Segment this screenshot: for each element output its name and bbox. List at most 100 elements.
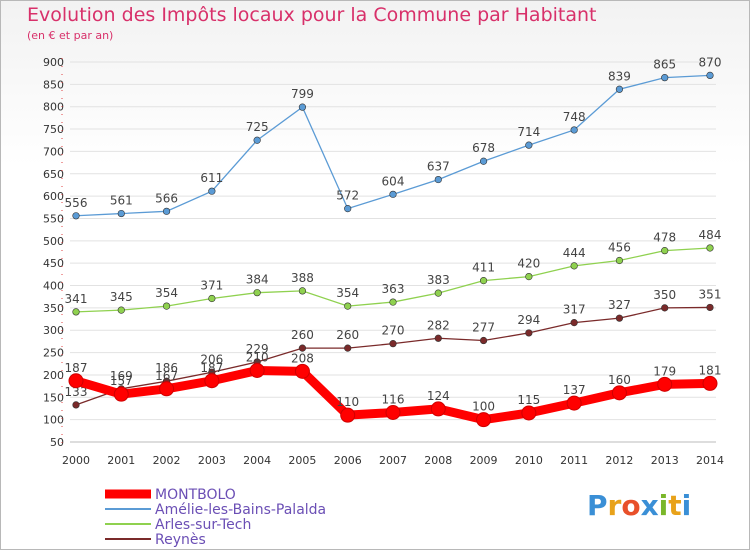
data-point [298, 344, 307, 352]
series-Amélie-les-Bains-Palalda: 556 561 566 611 725 799 572 604 637 678 714 748 839 8… [65, 55, 722, 220]
y-tick-label: 50 [50, 436, 64, 449]
data-label: 444 [563, 246, 586, 260]
data-label: 411 [472, 261, 495, 275]
y-tick-label: 550 [43, 212, 64, 225]
data-point [344, 302, 352, 310]
data-label: 799 [291, 87, 314, 101]
series-MONTBOLO: 187 157 167 187 210 208 110 116 124 100 115 137 160 1… [65, 350, 721, 428]
data-label: 351 [699, 287, 722, 301]
y-tick-label: 200 [43, 369, 64, 382]
data-label: 388 [291, 271, 314, 285]
data-label: 384 [246, 273, 269, 287]
y-tick-label: 150 [43, 391, 64, 404]
data-label: 478 [653, 231, 676, 245]
data-label: 187 [65, 361, 88, 375]
x-tick-label: 2010 [515, 454, 543, 467]
axes: 50 100 150 200 250 300 350 400 450 500 550 600 650 70… [43, 56, 724, 467]
x-tick-label: 2002 [153, 454, 181, 467]
data-label: 556 [65, 196, 88, 210]
data-label: 277 [472, 321, 495, 335]
series-Reynès: 133 169 186 206 229 260 260 270 282 277 294 317 327 3… [65, 287, 722, 409]
data-label: 678 [472, 141, 495, 155]
x-tick-label: 2004 [243, 454, 271, 467]
x-tick-label: 2009 [470, 454, 498, 467]
chart-title: Evolution des Impôts locaux pour la Comm… [27, 4, 597, 26]
data-point [615, 314, 624, 322]
data-point [113, 386, 129, 402]
data-label: 100 [472, 400, 495, 414]
data-label: 186 [155, 361, 178, 375]
x-tick-label: 2000 [62, 454, 90, 467]
y-tick-label: 500 [43, 235, 64, 248]
data-point [117, 209, 125, 218]
data-label: 282 [427, 318, 450, 332]
x-tick-label: 2013 [651, 454, 679, 467]
data-label: 206 [200, 352, 223, 366]
data-label: 363 [382, 282, 405, 296]
x-tick-label: 2005 [288, 454, 316, 467]
data-label: 169 [110, 369, 133, 383]
logo-letter: i [681, 489, 692, 522]
data-point [340, 407, 356, 423]
x-tick-label: 2007 [379, 454, 407, 467]
data-label: 561 [110, 194, 133, 208]
data-label: 137 [563, 383, 586, 397]
data-point [68, 373, 84, 389]
data-point [389, 340, 397, 348]
data-label: 157 [110, 374, 133, 388]
data-label: 260 [291, 328, 314, 342]
data-label: 187 [200, 361, 223, 375]
data-point [434, 175, 442, 184]
data-point [117, 306, 125, 314]
data-point [525, 272, 533, 281]
legend-item: Reynès [105, 532, 206, 548]
legend-item: Amélie-les-Bains-Palalda [105, 502, 326, 518]
data-point [476, 412, 492, 428]
data-label: 294 [517, 313, 540, 327]
data-point [570, 126, 578, 134]
legend-label: Amélie-les-Bains-Palalda [155, 502, 326, 518]
data-label: 229 [246, 342, 269, 356]
data-point [702, 375, 718, 391]
data-point [479, 277, 488, 285]
y-tick-label: 650 [43, 168, 64, 181]
legend-item: MONTBOLO [105, 487, 236, 503]
proxiti-logo: Proxiti [587, 489, 691, 522]
data-point [208, 187, 216, 195]
data-label: 210 [246, 350, 269, 364]
logo-letter: x [640, 489, 659, 522]
data-point [661, 247, 669, 255]
data-label: 345 [110, 290, 133, 304]
y-tick-label: 600 [43, 190, 64, 203]
data-point [525, 141, 533, 149]
x-tick-label: 2001 [107, 454, 135, 467]
data-point [566, 395, 582, 411]
data-label: 484 [699, 228, 722, 242]
data-label: 208 [291, 351, 314, 365]
x-tick-label: 2012 [605, 454, 633, 467]
data-label: 260 [336, 328, 359, 342]
y-tick-label: 750 [43, 123, 64, 136]
data-label: 116 [382, 392, 405, 406]
x-tick-label: 2014 [696, 454, 724, 467]
y-tick-label: 900 [43, 56, 64, 69]
data-point [249, 362, 265, 378]
data-label: 870 [699, 55, 722, 69]
y-tick-label: 300 [43, 324, 64, 337]
data-label: 383 [427, 273, 450, 287]
legend-label: Arles-sur-Tech [155, 517, 251, 533]
data-point [344, 205, 352, 213]
y-tick-label: 450 [43, 257, 64, 270]
data-label: 839 [608, 69, 631, 83]
data-label: 371 [200, 278, 223, 292]
data-point [389, 190, 397, 198]
data-label: 133 [65, 385, 88, 399]
data-label: 456 [608, 240, 631, 254]
data-point [72, 308, 80, 316]
data-label: 725 [246, 120, 269, 134]
data-point [479, 157, 488, 165]
y-tick-label: 400 [43, 280, 64, 293]
data-label: 341 [65, 292, 88, 306]
